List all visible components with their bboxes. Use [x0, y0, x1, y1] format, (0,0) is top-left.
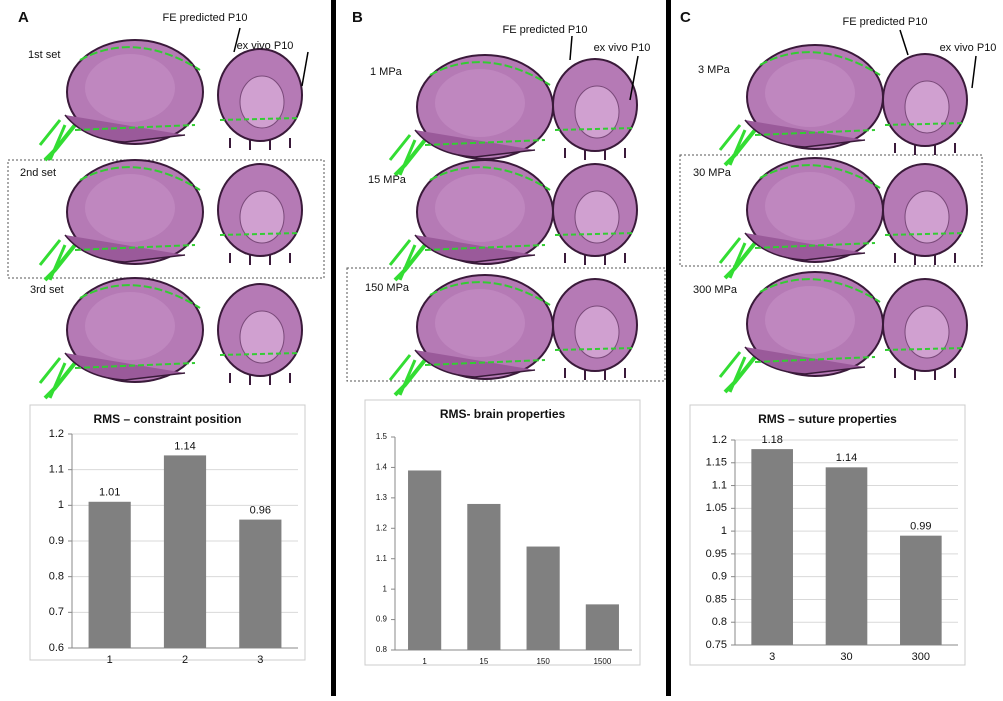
y-tick-label: 0.6: [49, 642, 64, 654]
skull-front: [883, 279, 967, 380]
annotation: FE predicted P10: [503, 24, 588, 36]
row-label: 30 MPa: [693, 167, 732, 179]
skull-side: [390, 160, 553, 280]
bar: [527, 547, 560, 650]
x-tick-label: 300: [912, 651, 930, 663]
bar: [467, 504, 500, 650]
y-tick-label: 1.1: [712, 479, 727, 491]
skull-side: [720, 272, 883, 392]
y-tick-label: 0.9: [712, 571, 727, 583]
row-label: 15 MPa: [368, 174, 407, 186]
x-tick-label: 1: [422, 657, 427, 666]
skull-front: [553, 279, 637, 380]
x-tick-label: 2: [182, 654, 188, 666]
y-tick-label: 1.4: [376, 463, 388, 472]
y-tick-label: 0.95: [706, 548, 727, 560]
x-tick-label: 30: [840, 651, 852, 663]
skull-front: [883, 54, 967, 155]
annotation: FE predicted P10: [843, 16, 928, 28]
divider: [666, 0, 671, 696]
skull-front: [218, 164, 302, 265]
data-label: 0.96: [250, 505, 271, 517]
data-label: 1.14: [174, 440, 195, 452]
bar: [586, 604, 619, 650]
skull-side: [720, 158, 883, 278]
y-tick-label: 1.1: [49, 464, 64, 476]
chart-title: RMS – constraint position: [93, 412, 241, 426]
data-label: 1.18: [761, 434, 782, 446]
data-label: 1.14: [836, 452, 857, 464]
bar: [408, 470, 441, 650]
panel-label: C: [680, 9, 691, 26]
row-label: 150 MPa: [365, 282, 410, 294]
row-label: 1 MPa: [370, 66, 403, 78]
x-tick-label: 1500: [593, 657, 611, 666]
data-label: 1.01: [99, 487, 120, 499]
annotation: ex vivo P10: [237, 40, 294, 52]
bar: [239, 520, 281, 648]
skull-side: [720, 45, 883, 165]
skull-front: [218, 284, 302, 385]
y-tick-label: 1.05: [706, 502, 727, 514]
y-tick-label: 1: [58, 499, 64, 511]
y-tick-label: 0.9: [376, 615, 388, 624]
skull-side: [390, 275, 553, 395]
skull-front: [218, 49, 302, 150]
y-tick-label: 1.2: [712, 434, 727, 446]
bar: [89, 502, 131, 648]
bar: [164, 455, 206, 648]
panel-label: A: [18, 9, 29, 26]
annotation: FE predicted P10: [163, 12, 248, 24]
panel-label: B: [352, 9, 363, 26]
x-tick-label: 15: [479, 657, 488, 666]
x-tick-label: 3: [257, 654, 263, 666]
y-tick-label: 0.8: [49, 571, 64, 583]
y-tick-label: 0.8: [376, 645, 388, 654]
skull-side: [40, 40, 203, 160]
annotation: ex vivo P10: [940, 42, 997, 54]
row-label: 3 MPa: [698, 64, 731, 76]
y-tick-label: 0.8: [712, 616, 727, 628]
bar: [900, 536, 942, 645]
skull-side: [390, 55, 553, 175]
x-tick-label: 3: [769, 651, 775, 663]
y-tick-label: 1: [721, 525, 727, 537]
y-tick-label: 0.75: [706, 639, 727, 651]
divider: [331, 0, 336, 696]
x-tick-label: 1: [107, 654, 113, 666]
row-label: 300 MPa: [693, 284, 738, 296]
skull-front: [553, 164, 637, 265]
skull-front: [553, 59, 637, 160]
chart-title: RMS – suture properties: [758, 412, 897, 426]
y-tick-label: 1.2: [376, 523, 388, 532]
y-tick-label: 0.9: [49, 535, 64, 547]
figure: A FE predicted P10 ex vivo P10 1st set 2nd s…: [0, 0, 1003, 696]
row-label: 1st set: [28, 49, 60, 61]
annotation: ex vivo P10: [594, 42, 651, 54]
y-tick-label: 1.2: [49, 428, 64, 440]
y-tick-label: 1.1: [376, 554, 388, 563]
skull-front: [883, 164, 967, 265]
y-tick-label: 0.85: [706, 593, 727, 605]
y-tick-label: 1.15: [706, 457, 727, 469]
skull-side: [40, 278, 203, 398]
bar: [826, 467, 868, 645]
row-label: 2nd set: [20, 167, 56, 179]
y-tick-label: 1.3: [376, 493, 388, 502]
bar: [751, 449, 793, 645]
y-tick-label: 1: [383, 584, 388, 593]
skull-images: [40, 40, 967, 398]
skull-side: [40, 160, 203, 280]
data-label: 0.99: [910, 521, 931, 533]
row-label: 3rd set: [30, 284, 64, 296]
y-tick-label: 0.7: [49, 606, 64, 618]
y-tick-label: 1.5: [376, 432, 388, 441]
chart-title: RMS- brain properties: [440, 407, 566, 421]
x-tick-label: 150: [536, 657, 550, 666]
